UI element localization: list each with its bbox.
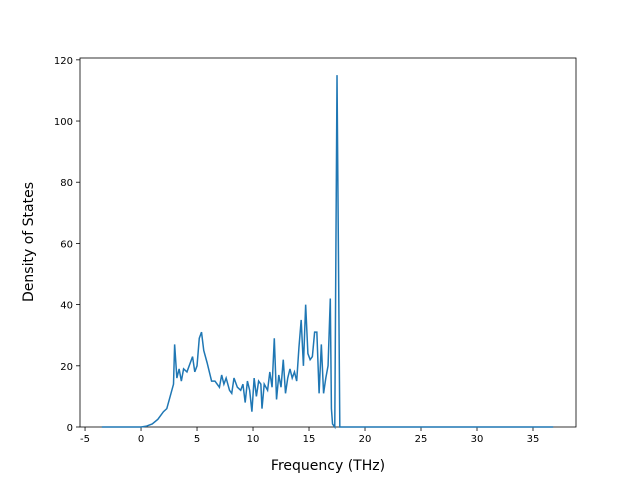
y-axis-label: Density of States — [21, 182, 37, 302]
y-tick-label: 120 — [54, 56, 73, 67]
y-tick-label: 40 — [60, 301, 73, 312]
x-tick-label: 30 — [471, 434, 484, 445]
x-tick-label: 35 — [527, 434, 540, 445]
x-axis-label: Frequency (THz) — [271, 458, 385, 474]
x-tick-label: 15 — [303, 434, 316, 445]
y-tick-label: 100 — [54, 117, 73, 128]
y-tick-label: 60 — [60, 239, 73, 250]
y-tick-label: 80 — [60, 178, 73, 189]
x-tick-label: -5 — [80, 434, 90, 445]
x-tick-label: 25 — [415, 434, 428, 445]
y-tick-label: 0 — [67, 423, 73, 434]
x-tick-label: 10 — [247, 434, 260, 445]
line-series — [101, 75, 554, 430]
x-tick-label: 5 — [194, 434, 200, 445]
plot-frame — [79, 57, 577, 428]
y-tick-label: 20 — [60, 362, 73, 373]
x-tick-label: 0 — [138, 434, 144, 445]
x-tick-label: 20 — [359, 434, 372, 445]
